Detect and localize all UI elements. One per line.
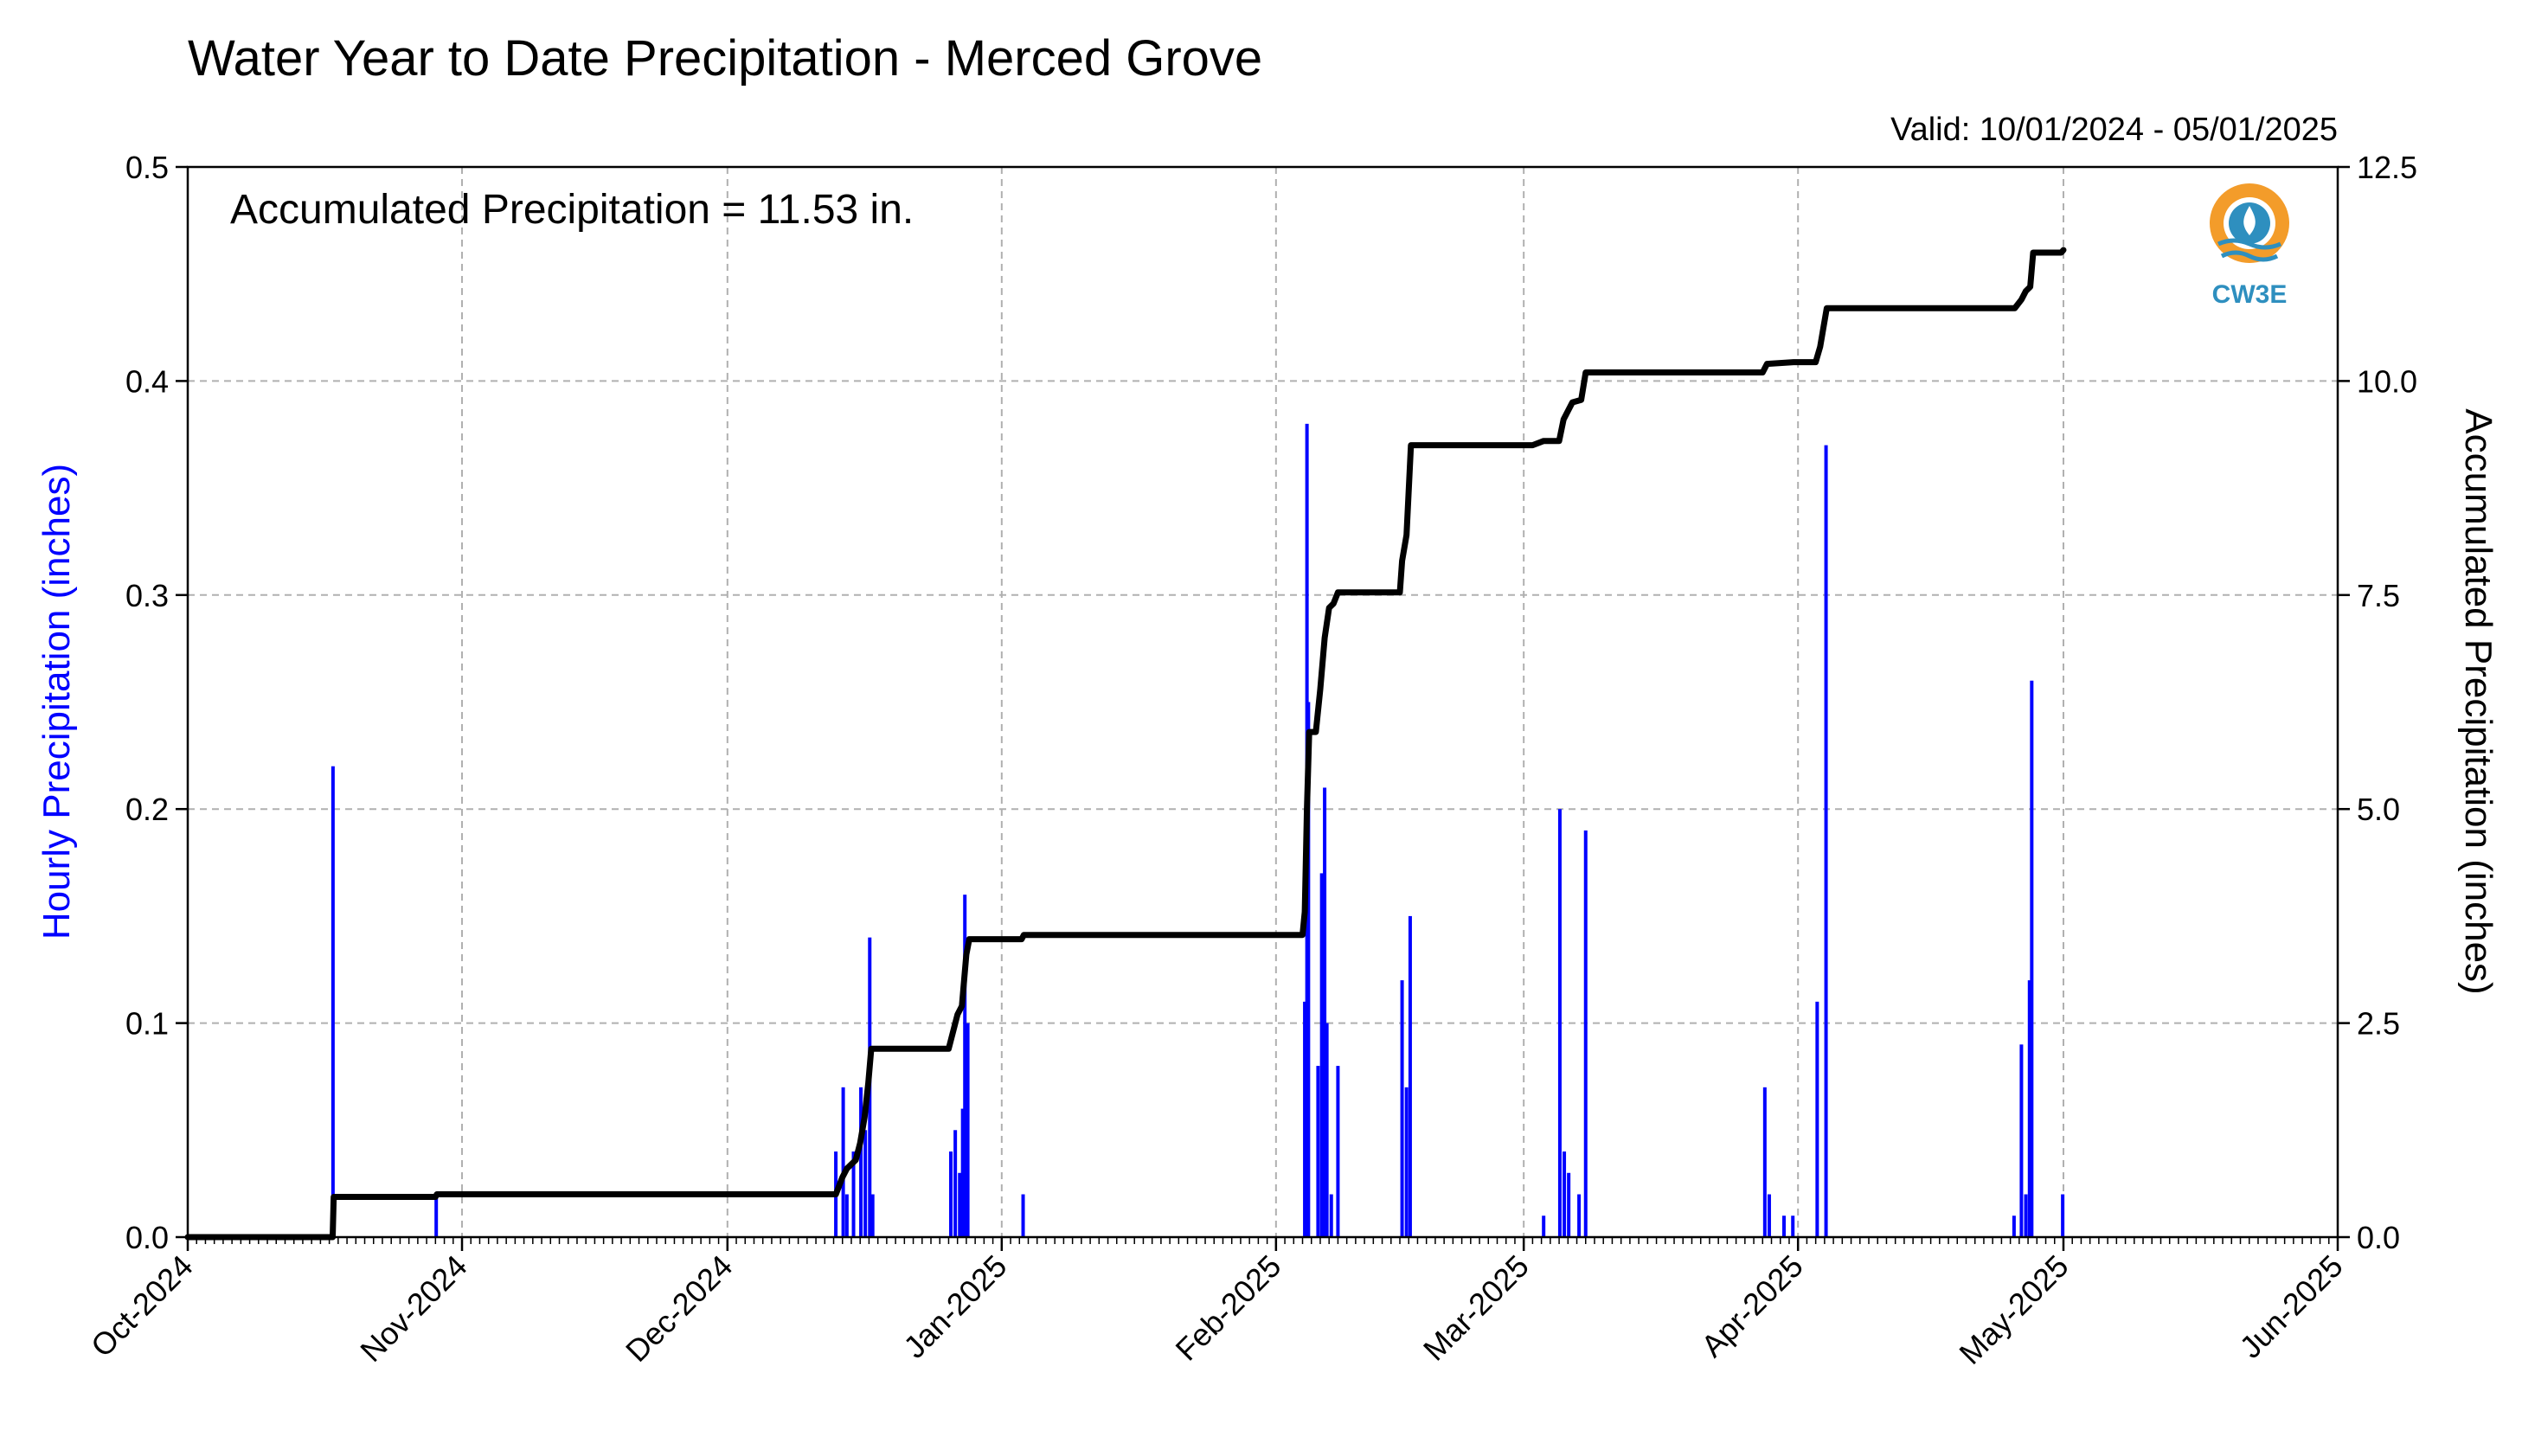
y-axis-left: 0.0 0.1 0.2 0.3 0.4 0.5 [125,150,188,1255]
y2-tick-label: 10.0 [2357,363,2417,399]
hourly-bar [1306,702,1311,1237]
hourly-bar [1303,1001,1307,1237]
hourly-bar [859,1087,863,1237]
hourly-bar [1577,1194,1582,1237]
y2-tick-label: 0.0 [2357,1220,2400,1255]
hourly-bar [2030,680,2034,1237]
hourly-bar [434,1194,439,1237]
svg-text:CW3E: CW3E [2212,280,2288,309]
hourly-bar [1815,1001,1819,1237]
hourly-bar [1336,1066,1340,1237]
hourly-bar [949,1151,953,1237]
hourly-bar [1542,1215,1546,1237]
accumulated-line [184,247,2067,1241]
hourly-bar [960,1108,965,1237]
y2-tick-label: 7.5 [2357,578,2400,613]
hourly-bar [1021,1194,1025,1237]
hourly-bar [1762,1087,1767,1237]
hourly-bar [330,766,335,1237]
y-tick-label: 0.4 [125,363,169,399]
y-axis-left-label: Hourly Precipitation (inches) [35,464,78,940]
hourly-bar [1323,787,1327,1237]
hourly-bar [1782,1215,1787,1237]
hourly-bar [1316,1066,1320,1237]
hourly-bar [2061,1194,2065,1237]
accumulated-annotation: Accumulated Precipitation = 11.53 in. [230,187,914,233]
chart-title: Water Year to Date Precipitation - Merce… [188,30,1262,87]
accumulated-series [184,247,2067,1241]
hourly-bar [2012,1215,2016,1237]
hourly-bar [1400,980,1404,1237]
hourly-bar [1563,1151,1567,1237]
grid-lines [188,167,2338,1237]
y-tick-label: 0.3 [125,578,169,613]
hourly-bar [1767,1194,1771,1237]
y2-tick-label: 5.0 [2357,792,2400,827]
y2-tick-label: 12.5 [2357,150,2417,185]
hourly-bar [2027,980,2031,1237]
hourly-bar [851,1151,856,1237]
hourly-bar [1557,809,1562,1237]
y-axis-right: 0.0 2.5 5.0 7.5 10.0 12.5 [2338,150,2417,1255]
hourly-bar [1824,445,1828,1237]
hourly-bar [844,1194,849,1237]
hourly-bar [841,1087,845,1237]
plot-frame [186,165,2339,1239]
hourly-bar [870,1194,875,1237]
hourly-bar [963,895,967,1237]
y-tick-label: 0.1 [125,1006,169,1042]
hourly-bar [1325,1023,1329,1237]
hourly-bar [1329,1194,1333,1237]
hourly-bar [1319,873,1324,1237]
hourly-bar [863,1130,868,1237]
hourly-bar [966,1023,970,1237]
y2-tick-label: 2.5 [2357,1006,2400,1042]
y-tick-label: 0.0 [125,1220,169,1255]
hourly-bar [953,1130,958,1237]
hourly-bar [1404,1087,1409,1237]
valid-range: Valid: 10/01/2024 - 05/01/2025 [1890,112,2338,148]
y-axis-right-label: Accumulated Precipitation (inches) [2457,408,2500,994]
cw3e-logo: CW3E [2210,183,2289,309]
hourly-bar [2024,1194,2028,1237]
hourly-bar [958,1172,962,1237]
hourly-bar [1408,915,1412,1237]
hourly-bar [1567,1172,1571,1237]
y-tick-label: 0.2 [125,792,169,827]
hourly-bar [2019,1044,2024,1237]
hourly-bar [1791,1215,1795,1237]
hourly-bar [1583,830,1588,1237]
y-tick-label: 0.5 [125,150,169,185]
